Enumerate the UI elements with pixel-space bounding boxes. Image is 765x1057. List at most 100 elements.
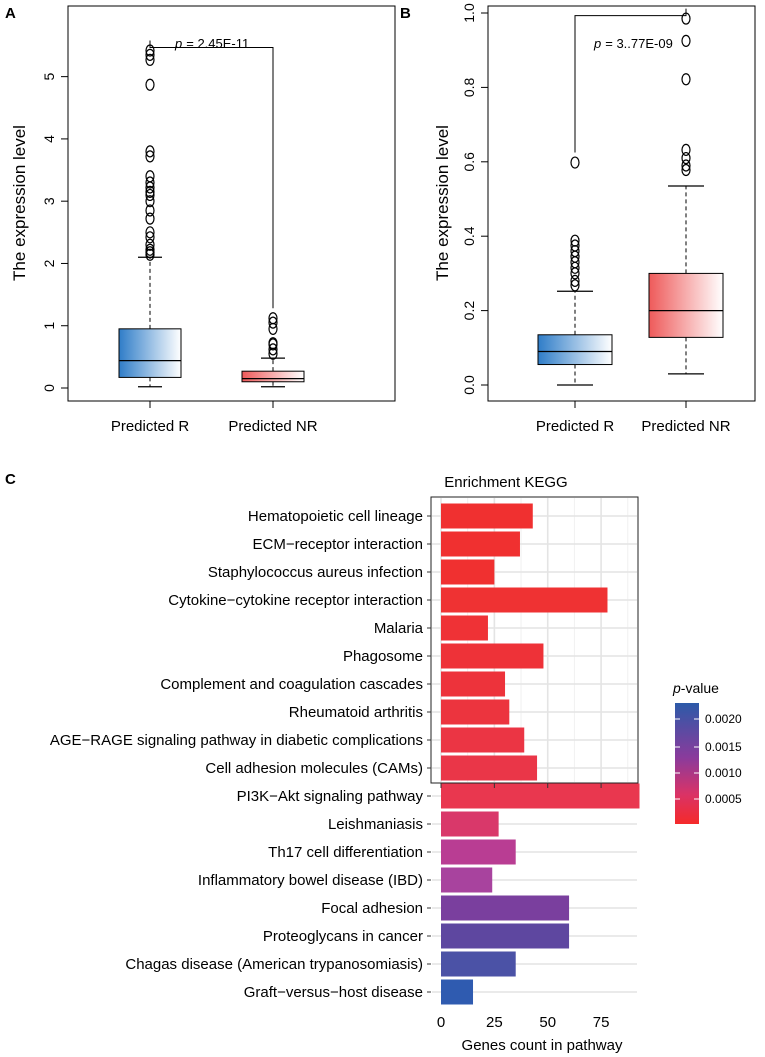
x-tick-label: 75 [593,1014,610,1031]
bar-18 [441,979,474,1005]
category-label: Th17 cell differentiation [268,844,423,861]
panel-b-y-axis-label: The expression level [433,125,452,281]
bar-10 [441,755,538,781]
outlier-point [145,170,155,183]
category-label: Cell adhesion molecules (CAMs) [205,760,423,777]
category-label: Cytokine−cytokine receptor interaction [168,592,423,609]
outlier-point [145,53,155,66]
outlier-point [145,185,155,198]
category-label: Leishmaniasis [328,816,423,833]
bar-5 [441,615,488,641]
bar-14 [441,867,493,893]
a-box-predicted-r [118,44,182,388]
b-x-tick-label: Predicted R [536,418,615,435]
panel-a-y-axis-label: The expression level [10,125,29,281]
bar-1 [441,503,533,529]
bar-9 [441,727,525,753]
category-label: Proteoglycans in cancer [263,928,423,945]
legend-tick-label: 0.0010 [705,766,742,780]
category-label: Focal adhesion [321,900,423,917]
b-box-predicted-nr [648,12,724,375]
bar-4 [441,587,608,613]
outlier-point [570,234,580,247]
outlier-point [681,163,691,177]
b-box-predicted-r [537,156,613,386]
outlier-point [268,337,278,350]
a-y-tick-label: 3 [41,197,57,205]
panel-label-a: A [5,5,16,22]
b-y-tick-label: 0.4 [461,226,477,246]
b-y-tick-label: 0.8 [461,77,477,97]
panel-a-plot-frame [67,5,396,402]
bar-6 [441,643,544,669]
b-y-tick-label: 0.2 [461,301,477,321]
b-x-tick-label: Predicted NR [641,418,730,435]
outlier-point [570,156,580,169]
outlier-point [681,143,691,156]
panel-a-significance-bracket: p = 2.45E-11 [149,36,274,309]
category-label: PI3K−Akt signaling pathway [237,788,424,805]
outlier-point [681,73,691,86]
panel-c-title: Enrichment KEGG [444,474,567,491]
outlier-point [268,316,278,329]
panel-b-plot-frame [487,5,756,402]
outlier-point [145,243,155,256]
a-y-tick-label: 5 [41,73,57,81]
category-label: Inflammatory bowel disease (IBD) [198,872,423,889]
outlier-point [570,274,580,287]
outlier-point [145,78,155,91]
outlier-point [145,176,155,189]
outlier-point [681,159,691,172]
b-y-tick-label: 0.0 [461,375,477,395]
outlier-point [145,145,155,158]
bar-15 [441,895,570,921]
outlier-point [268,343,278,356]
panel-c-x-axis-label: Genes count in pathway [462,1037,623,1054]
legend-tick-label: 0.0015 [705,740,742,754]
a-y-tick-label: 0 [41,384,57,392]
category-label: Rheumatoid arthritis [289,704,423,721]
outlier-point [681,34,691,48]
category-label: Chagas disease (American trypanosomiasis… [125,956,423,973]
bar-8 [441,699,510,725]
bar-17 [441,951,516,977]
x-tick-label: 0 [437,1014,445,1031]
bar-11 [441,783,640,809]
outlier-point [145,150,155,163]
a-y-tick-label: 2 [41,259,57,267]
bar-7 [441,671,506,697]
outlier-point [145,204,155,217]
outlier-point [145,226,155,239]
outlier-point [570,279,580,292]
panel-b-significance-bracket: p = 3..77E-09 [574,8,687,153]
legend-tick-label: 0.0005 [705,792,742,806]
outlier-point [145,188,155,202]
a-box-predicted-nr [241,312,305,388]
bar-13 [441,839,516,865]
panel-b-p-value: p = 3..77E-09 [593,36,673,51]
legend-color-bar [675,703,699,824]
outlier-point [145,212,155,225]
category-label: Staphylococcus aureus infection [208,564,423,581]
category-label: Complement and coagulation cascades [160,676,423,693]
legend-title: p-value [672,680,719,696]
panel-c-legend: p-value 0.0020 0.0015 0.0010 0.0005 [672,680,742,824]
a-x-tick-label: Predicted NR [228,418,317,435]
b-y-tick-label: 1.0 [461,3,477,23]
box-iqr [118,328,182,378]
box-iqr [537,334,613,366]
box-iqr [648,272,724,338]
outlier-point [681,151,691,165]
category-label: AGE−RAGE signaling pathway in diabetic c… [50,732,423,749]
bar-2 [441,531,520,557]
box-iqr [241,370,305,383]
panel-b-boxplot: The expression level 0.00.20.40.60.81.0 … [433,3,756,435]
outlier-point [268,312,278,325]
x-tick-label: 25 [486,1014,503,1031]
category-label: Malaria [374,620,424,637]
b-y-tick-label: 0.6 [461,152,477,172]
outlier-point [145,195,155,208]
category-label: Phagosome [343,648,423,665]
panel-label-c: C [5,471,16,488]
panel-a-boxplot: The expression level 0 1 2 3 4 5 Predicted R P… [10,5,396,435]
